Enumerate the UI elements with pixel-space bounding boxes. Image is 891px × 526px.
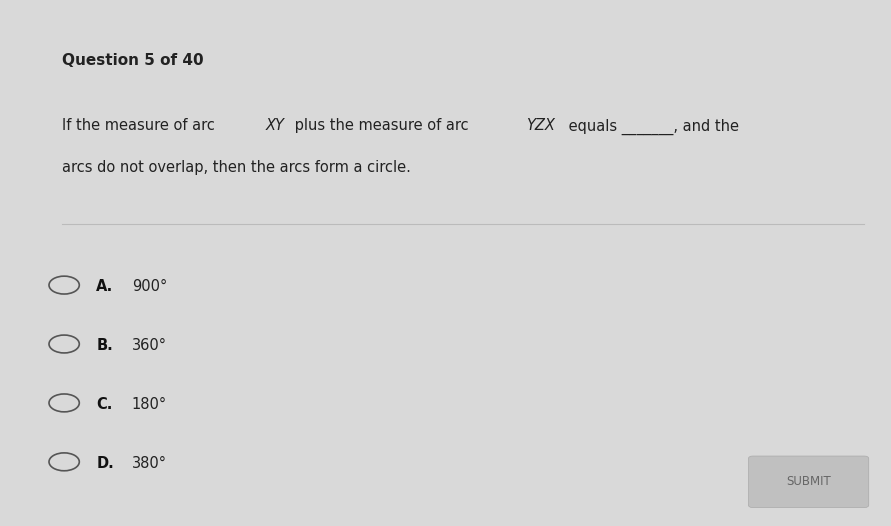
Text: arcs do not overlap, then the arcs form a circle.: arcs do not overlap, then the arcs form … [62, 160, 412, 176]
Text: 900°: 900° [132, 279, 168, 295]
Text: 180°: 180° [132, 397, 167, 412]
Text: plus the measure of arc: plus the measure of arc [290, 118, 473, 134]
Text: A.: A. [96, 279, 113, 295]
Text: B.: B. [96, 338, 113, 353]
Text: C.: C. [96, 397, 112, 412]
Text: D.: D. [96, 456, 114, 471]
Text: XY: XY [266, 118, 284, 134]
Text: 380°: 380° [132, 456, 167, 471]
Text: equals _______, and the: equals _______, and the [564, 118, 739, 135]
Text: SUBMIT: SUBMIT [786, 476, 831, 488]
FancyBboxPatch shape [748, 456, 869, 508]
Text: Question 5 of 40: Question 5 of 40 [62, 53, 204, 68]
Text: 360°: 360° [132, 338, 167, 353]
Text: If the measure of arc: If the measure of arc [62, 118, 220, 134]
Text: YZX: YZX [527, 118, 555, 134]
